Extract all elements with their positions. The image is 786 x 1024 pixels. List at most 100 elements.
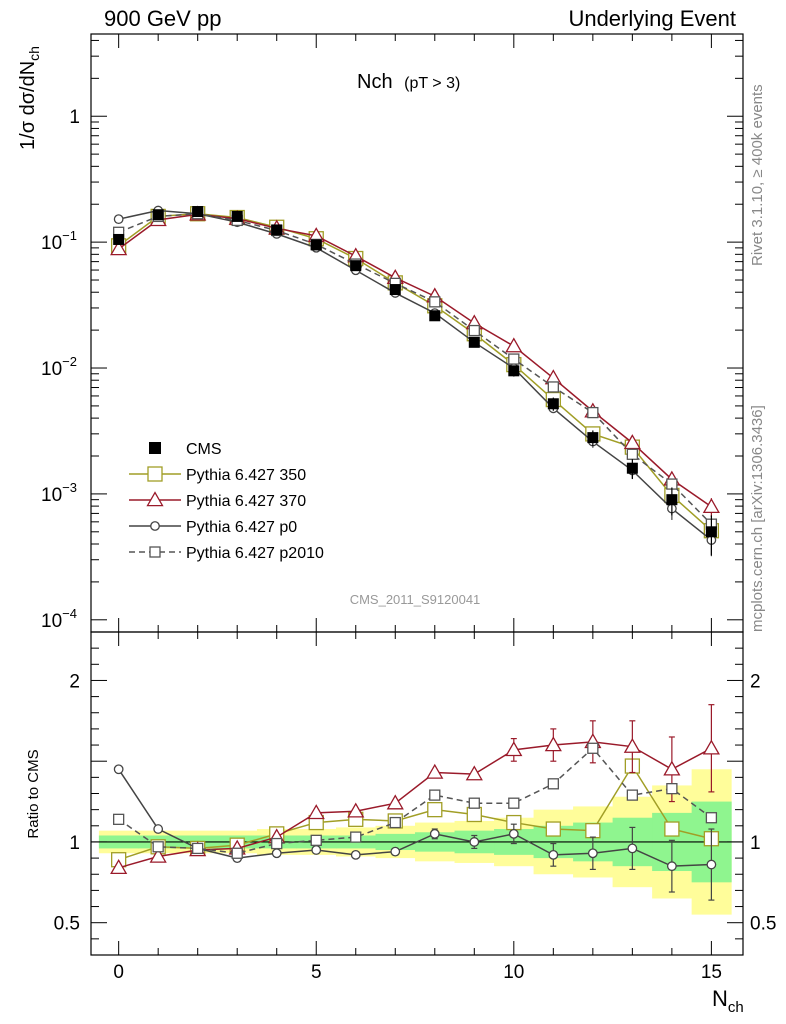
series-point-main (626, 448, 639, 460)
y-tick-label-exponent: −1 (62, 228, 77, 243)
series-point-main (702, 498, 720, 514)
legend-label-1: Pythia 6.427 370 (186, 493, 306, 510)
series-point-ratio (705, 812, 718, 824)
series-line-main-0 (118, 213, 712, 532)
y-axis-title-main: 1/σ dσ/dN (17, 61, 39, 150)
x-axis-title-sub: ch (728, 999, 744, 1016)
series-point-main (547, 381, 559, 393)
series-point-ratio (626, 789, 639, 801)
series-point-ratio (666, 783, 678, 795)
series-point-ratio (548, 849, 559, 860)
series-point-ratio (587, 848, 598, 859)
series-point-ratio (271, 837, 283, 850)
legend-marker-1 (146, 491, 164, 507)
y-tick-label-base: 10 (41, 233, 62, 254)
series-point-ratio (307, 804, 325, 820)
series-point-ratio (429, 828, 440, 839)
data-point (429, 310, 441, 322)
legend-label-data: CMS (186, 441, 222, 458)
ratio-tick-label-left: 1 (69, 833, 80, 854)
x-tick-label: 15 (701, 962, 722, 983)
series-point-ratio (544, 736, 562, 752)
data-point (626, 462, 638, 474)
series-point-ratio (231, 847, 243, 859)
legend-marker-2 (150, 521, 160, 531)
y-tick-label: 10−3 (41, 480, 77, 506)
plot-title-sub: (pT > 3) (404, 75, 460, 92)
data-point (468, 336, 480, 348)
series-point-ratio (311, 845, 322, 855)
y-tick-label-exponent: −3 (62, 480, 77, 495)
legend-label-2: Pythia 6.427 p0 (186, 519, 297, 536)
series-point-ratio (271, 848, 282, 859)
data-point (666, 494, 678, 506)
series-line-main-3 (118, 213, 712, 525)
series-point-ratio (386, 794, 404, 810)
series-point-ratio (666, 861, 677, 872)
main-plot-frame (91, 34, 743, 632)
data-point (192, 206, 204, 218)
x-tick-label: 5 (311, 962, 322, 983)
data-point (508, 365, 520, 377)
series-point-ratio (350, 831, 362, 843)
y-tick-label: 10−4 (41, 606, 77, 632)
y-tick-label-base: 10 (41, 611, 62, 632)
series-point-ratio (429, 789, 441, 801)
y-tick-label: 10−1 (41, 228, 77, 254)
series-point-ratio (426, 763, 444, 779)
legend-label-0: Pythia 6.427 350 (186, 467, 306, 484)
series-line-ratio-3 (118, 747, 712, 855)
series-line-ratio-1 (118, 741, 712, 869)
series-point-ratio (310, 834, 322, 846)
series-point-ratio (153, 824, 164, 834)
rivet-side-text: Rivet 3.1.10, ≥ 400k events (749, 84, 766, 266)
y-tick-label-base: 1 (69, 107, 80, 128)
ratio-axis-title: Ratio to CMS (25, 749, 42, 838)
data-point (113, 233, 125, 245)
data-point (152, 209, 164, 221)
legend-label-3: Pythia 6.427 p2010 (186, 545, 324, 562)
series-point-main (468, 324, 480, 337)
ratio-tick-label-right: 1 (750, 833, 761, 854)
y-tick-label: 1 (69, 107, 80, 128)
data-point (271, 224, 283, 236)
series-point-ratio (149, 847, 167, 863)
series-point-ratio (545, 821, 561, 837)
x-axis-title: Nch (712, 986, 744, 1016)
series-point-ratio (547, 778, 559, 790)
series-point-ratio (663, 760, 681, 776)
series-point-ratio (389, 816, 401, 829)
site-side-text: mcplots.cern.ch [arXiv:1306.3436] (749, 405, 766, 632)
series-point-main (110, 240, 128, 256)
data-point (547, 398, 559, 410)
plot-title-main: Nch (357, 71, 393, 93)
ratio-tick-label-left: 2 (69, 671, 80, 692)
series-point-ratio (585, 822, 601, 839)
series-point-ratio (427, 802, 443, 818)
watermark: CMS_2011_S9120041 (350, 592, 481, 607)
series-point-ratio (390, 846, 401, 857)
header-right-text: Underlying Event (568, 6, 736, 31)
y-tick-label-exponent: −2 (62, 354, 77, 369)
series-point-ratio (587, 742, 599, 754)
series-point-ratio (347, 802, 365, 818)
series-point-ratio (468, 797, 480, 809)
legend-marker-0 (147, 466, 163, 482)
series-point-ratio (113, 764, 124, 775)
y-tick-label-base: 10 (41, 359, 62, 380)
y-tick-label: 10−2 (41, 354, 77, 380)
ratio-tick-label-right: 0.5 (750, 914, 776, 935)
series-point-ratio (702, 739, 720, 755)
series-point-main (508, 353, 520, 365)
series-point-main (587, 406, 599, 419)
data-point (350, 260, 362, 272)
series-point-main (113, 214, 124, 225)
x-tick-label: 10 (503, 962, 524, 983)
data-point (389, 284, 401, 296)
series-point-ratio (664, 821, 680, 837)
series-point-ratio (508, 828, 519, 839)
series-point-ratio (350, 849, 361, 860)
series-line-main-2 (118, 209, 712, 541)
series-line-ratio-2 (118, 768, 712, 867)
